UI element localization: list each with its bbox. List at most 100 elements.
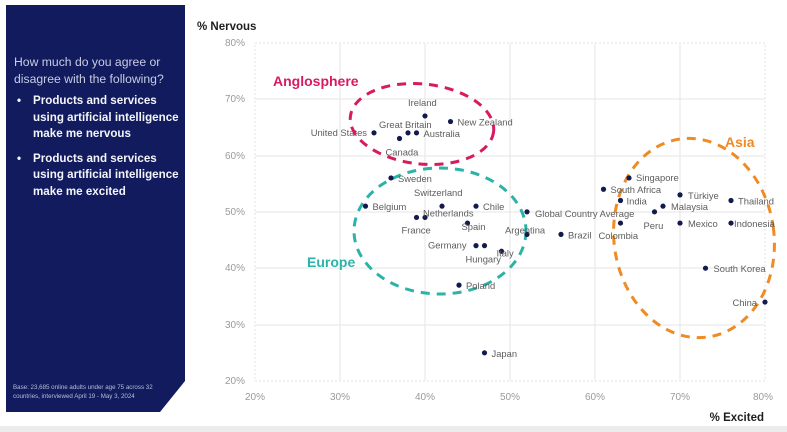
point-marker bbox=[388, 175, 394, 181]
statement-text: Products and services using artificial i… bbox=[33, 94, 179, 140]
y-tick: 50% bbox=[225, 207, 245, 218]
point-label: France bbox=[402, 224, 431, 235]
data-point: Sweden bbox=[388, 173, 432, 184]
statement-nervous: • Products and services using artificial… bbox=[14, 93, 184, 143]
base-note: Base: 23,685 online adults under age 75 … bbox=[13, 384, 153, 400]
point-marker bbox=[702, 265, 709, 271]
x-axis-ticks: 20% 30% 40% 50% 60% 70% 80% bbox=[245, 392, 773, 403]
data-point: Australia bbox=[413, 128, 461, 139]
point-marker bbox=[371, 130, 377, 136]
point-label: Poland bbox=[466, 280, 495, 291]
point-marker bbox=[456, 282, 462, 288]
data-point: Peru bbox=[644, 209, 663, 231]
point-label: Belgium bbox=[373, 201, 407, 212]
point-label: Switzerland bbox=[414, 187, 462, 198]
statement-excited: • Products and services using artificial… bbox=[14, 151, 184, 201]
point-label: Thailand bbox=[738, 196, 774, 207]
data-point: Italy bbox=[497, 247, 515, 258]
point-marker bbox=[413, 130, 420, 136]
data-point: Chile bbox=[473, 201, 504, 212]
point-marker bbox=[422, 113, 428, 119]
grid bbox=[254, 42, 766, 382]
bullet-icon: • bbox=[17, 151, 22, 165]
statement-text: Products and services using artificial i… bbox=[33, 151, 179, 198]
x-tick: 30% bbox=[330, 392, 350, 403]
point-marker bbox=[626, 175, 632, 181]
point-label: United States bbox=[311, 127, 368, 138]
y-axis-ticks: 80% 70% 60% 50% 40% 30% 20% bbox=[225, 38, 245, 387]
point-label: South Africa bbox=[611, 184, 662, 195]
data-point: China bbox=[733, 297, 768, 308]
point-label: Sweden bbox=[398, 173, 432, 184]
data-point: Japan bbox=[481, 348, 518, 359]
point-label: Singapore bbox=[636, 172, 679, 183]
point-marker bbox=[677, 220, 683, 226]
point-label: Netherlands bbox=[423, 207, 474, 218]
data-point: Poland bbox=[456, 280, 495, 291]
point-marker bbox=[439, 203, 445, 209]
point-marker bbox=[524, 231, 530, 237]
point-marker bbox=[473, 203, 479, 209]
point-marker bbox=[660, 203, 666, 209]
point-label: India bbox=[627, 196, 648, 207]
data-point: Mexico bbox=[677, 218, 718, 229]
europe-outline bbox=[352, 166, 528, 296]
y-axis-title: % Nervous bbox=[197, 21, 256, 33]
x-axis-title: % Excited bbox=[710, 412, 764, 424]
point-marker bbox=[396, 135, 403, 142]
point-label: Mexico bbox=[688, 218, 718, 229]
point-marker bbox=[617, 197, 624, 204]
bottom-strip bbox=[0, 426, 787, 432]
point-label: Global Country Average bbox=[535, 208, 634, 219]
y-tick: 80% bbox=[225, 38, 245, 49]
x-tick: 40% bbox=[415, 392, 435, 403]
statement-list: • Products and services using artificial… bbox=[14, 93, 184, 208]
point-marker bbox=[651, 209, 658, 215]
point-label: Spain bbox=[462, 221, 486, 232]
point-marker bbox=[762, 299, 768, 305]
anglosphere-label: Anglosphere bbox=[273, 73, 359, 89]
data-point: Colombia bbox=[599, 220, 639, 241]
point-marker bbox=[498, 248, 505, 254]
survey-question: How much do you agree or disagree with t… bbox=[14, 55, 164, 86]
point-label: Japan bbox=[492, 348, 518, 359]
data-point: Singapore bbox=[626, 172, 679, 183]
point-marker bbox=[413, 214, 420, 221]
point-label: Ireland bbox=[408, 97, 437, 108]
group-outlines bbox=[348, 82, 776, 340]
data-point: Brazil bbox=[558, 229, 591, 240]
point-label: Malaysia bbox=[671, 201, 709, 212]
data-point: Belgium bbox=[362, 201, 407, 212]
point-label: Colombia bbox=[599, 230, 639, 241]
point-label: Chile bbox=[483, 201, 504, 212]
y-tick: 30% bbox=[225, 320, 245, 331]
data-point: India bbox=[617, 196, 648, 207]
data-point: Thailand bbox=[728, 196, 774, 207]
y-tick: 40% bbox=[225, 263, 245, 274]
x-tick: 80% bbox=[753, 392, 773, 403]
data-point: South Korea bbox=[702, 263, 766, 274]
x-tick: 20% bbox=[245, 392, 265, 403]
point-label: Türkiye bbox=[688, 190, 719, 201]
data-point: Canada bbox=[386, 135, 419, 157]
y-tick: 20% bbox=[225, 376, 245, 387]
point-marker bbox=[362, 203, 369, 209]
point-marker bbox=[558, 231, 564, 237]
data-point: Spain bbox=[462, 220, 486, 232]
point-marker bbox=[524, 209, 530, 215]
data-point: Argentina bbox=[505, 224, 546, 237]
data-point: Ireland bbox=[408, 97, 437, 119]
data-point: Malaysia bbox=[660, 201, 709, 212]
data-point: Germany bbox=[428, 240, 479, 251]
point-label: Italy bbox=[497, 247, 515, 258]
y-tick: 60% bbox=[225, 151, 245, 162]
point-marker bbox=[481, 243, 488, 249]
point-marker bbox=[464, 220, 471, 226]
point-label: New Zealand bbox=[458, 117, 513, 128]
y-tick: 70% bbox=[225, 94, 245, 105]
point-marker bbox=[447, 118, 454, 125]
asia-label: Asia bbox=[725, 134, 755, 150]
point-label: China bbox=[733, 297, 758, 308]
point-marker bbox=[728, 220, 734, 226]
